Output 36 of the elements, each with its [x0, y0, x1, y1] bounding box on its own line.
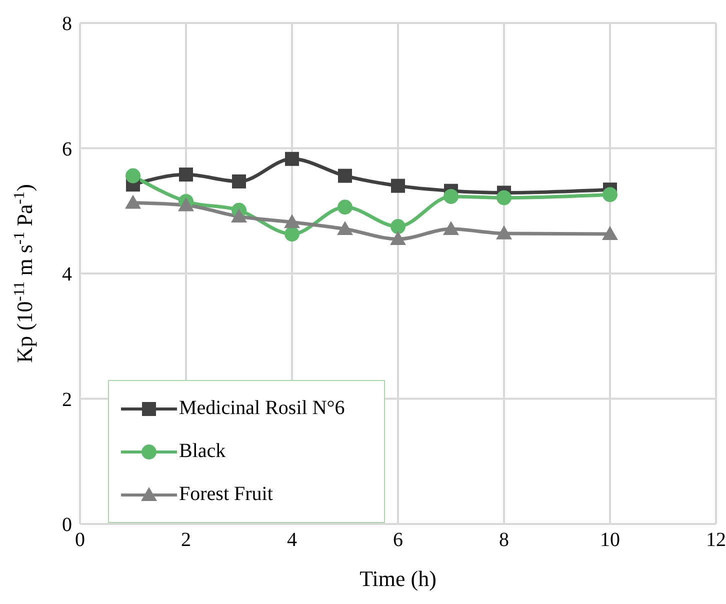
- x-tick-label: 2: [181, 529, 191, 552]
- y-tick-label: 0: [62, 514, 72, 536]
- legend-label: Forest Fruit: [179, 483, 273, 506]
- legend-label: Medicinal Rosil N°6: [179, 397, 345, 420]
- point: [444, 188, 458, 204]
- x-tick-label: 4: [287, 529, 297, 552]
- legend-label: Black: [179, 440, 226, 463]
- point: [231, 208, 247, 223]
- point: [125, 194, 141, 209]
- x-tick-label: 8: [499, 529, 509, 552]
- point: [179, 168, 193, 182]
- point: [602, 187, 618, 202]
- point: [284, 226, 300, 242]
- point: [178, 197, 194, 212]
- point: [443, 221, 459, 236]
- y-tick-label: 8: [62, 13, 72, 36]
- y-tick-label: 6: [62, 138, 72, 160]
- y-tick-label: 4: [62, 264, 72, 286]
- point: [285, 152, 299, 166]
- point: [602, 226, 618, 240]
- point: [391, 178, 405, 193]
- point: [390, 231, 406, 246]
- point: [496, 190, 512, 206]
- point: [338, 168, 352, 183]
- y-tick-label: 2: [62, 388, 72, 411]
- x-tick-label: 10: [600, 529, 620, 552]
- x-axis-title: Time (h): [360, 566, 436, 591]
- point: [496, 225, 512, 240]
- point: [126, 168, 140, 184]
- point: [284, 214, 300, 228]
- point: [232, 174, 246, 188]
- point: [337, 221, 353, 236]
- point: [390, 219, 406, 234]
- x-tick-label: 12: [706, 529, 726, 552]
- point: [338, 200, 352, 215]
- x-tick-label: 6: [393, 529, 403, 552]
